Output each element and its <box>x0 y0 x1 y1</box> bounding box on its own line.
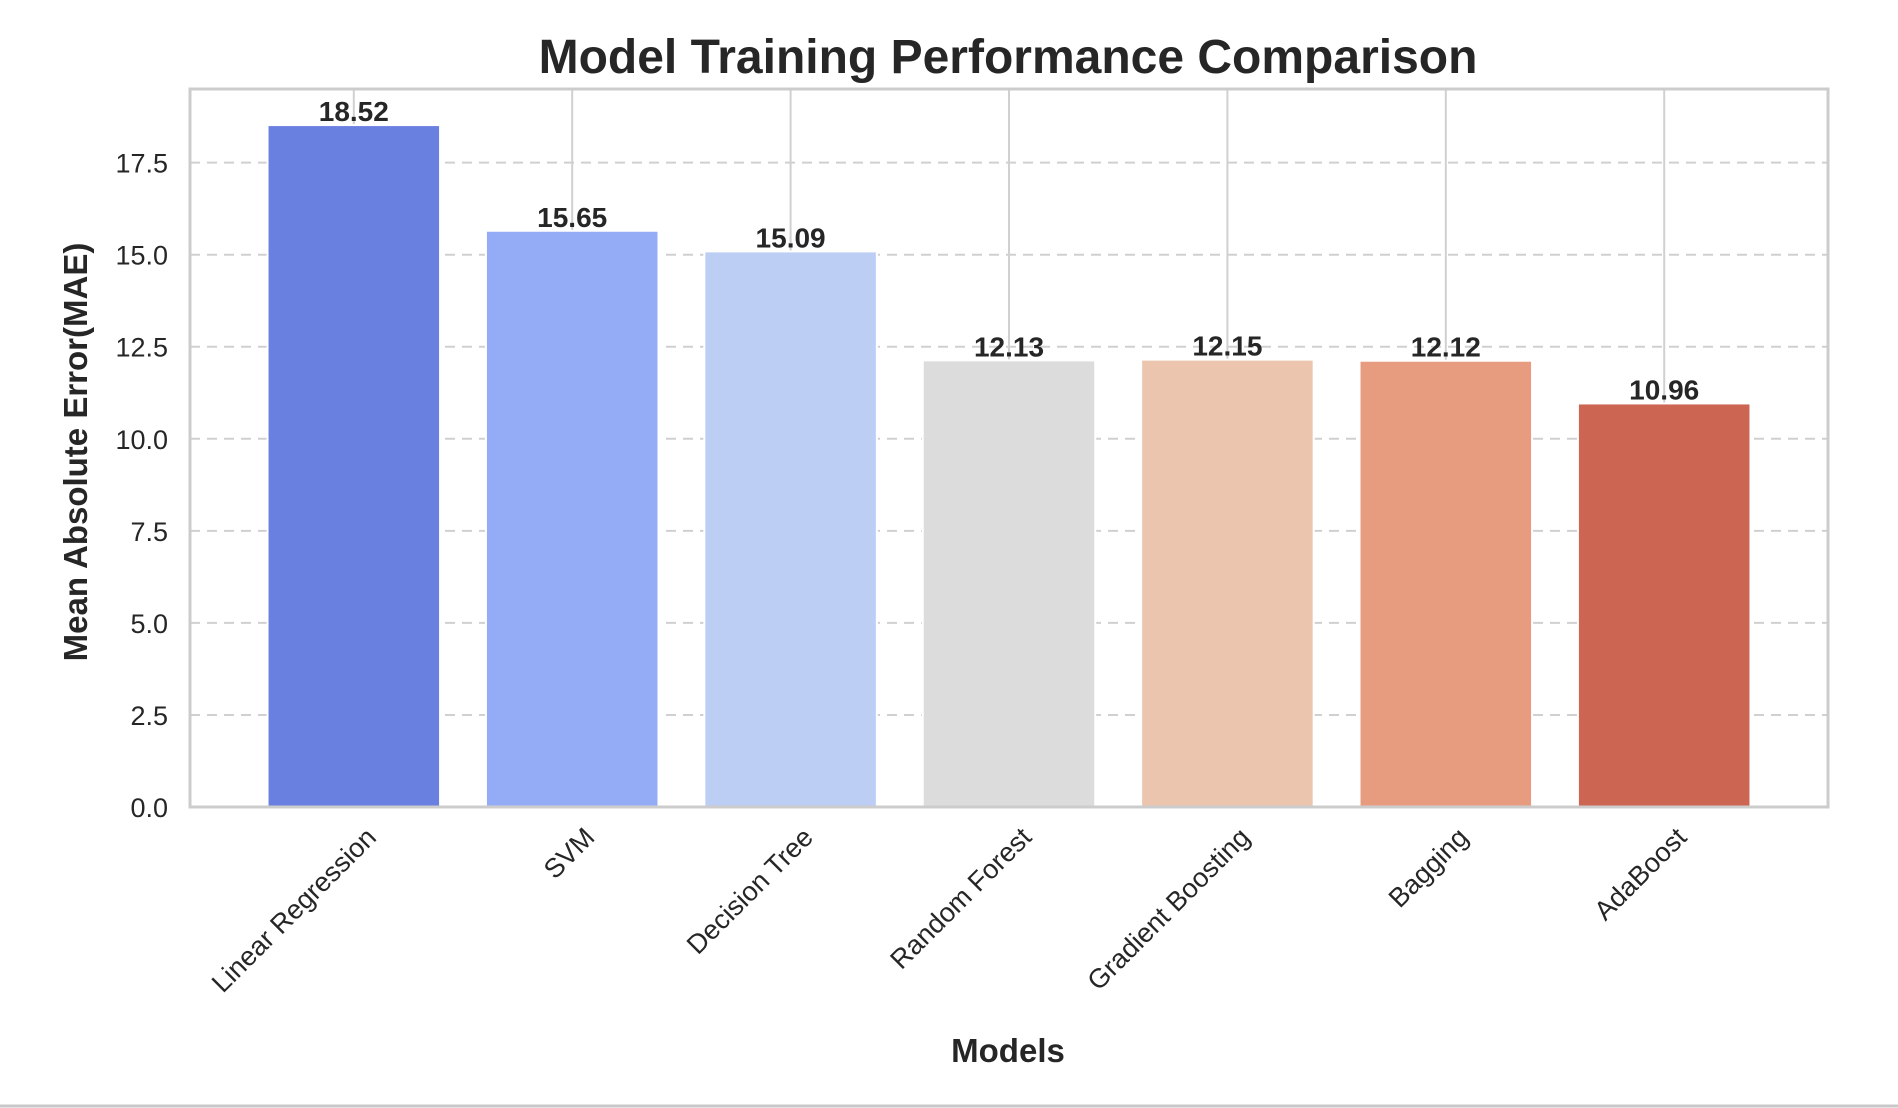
bar-value-label: 12.15 <box>1192 331 1262 362</box>
bar <box>266 124 442 808</box>
bar-value-label: 10.96 <box>1629 374 1699 405</box>
bar <box>703 250 878 808</box>
x-tick-label: SVM <box>538 822 601 885</box>
y-axis-ticks: 0.0 2.5 5.0 7.5 10.0 12.5 15.0 17.5 <box>115 149 168 823</box>
x-tick-label: Random Forest <box>884 822 1037 975</box>
bar-value-label: 15.09 <box>756 222 826 253</box>
y-tick-label: 15.0 <box>115 241 168 271</box>
bar-value-label: 15.65 <box>537 202 607 233</box>
bar <box>1576 402 1752 808</box>
y-tick-label: 5.0 <box>130 609 168 639</box>
y-tick-label: 10.0 <box>115 425 168 455</box>
plot-frame <box>188 87 1830 809</box>
bars <box>266 124 1752 808</box>
x-axis-ticks: Linear Regression SVM Decision Tree Random … <box>206 822 1693 999</box>
x-tick-label: AdaBoost <box>1588 822 1692 926</box>
bar-value-label: 18.52 <box>319 96 389 127</box>
bar <box>921 359 1097 808</box>
bar-value-label: 12.13 <box>974 331 1044 362</box>
bar <box>484 229 660 808</box>
y-axis-label: Mean Absolute Error(MAE) <box>57 243 94 662</box>
x-tick-label: Bagging <box>1383 822 1474 913</box>
x-tick-label: Decision Tree <box>681 822 819 960</box>
bar-value-label: 12.12 <box>1411 332 1481 363</box>
y-tick-label: 17.5 <box>115 149 168 179</box>
y-tick-label: 7.5 <box>130 517 168 547</box>
value-labels: 18.52 15.65 15.09 12.13 12.15 12.12 10.96 <box>319 96 1699 405</box>
x-tick-label: Linear Regression <box>206 822 382 998</box>
x-axis-label: Models <box>951 1032 1065 1069</box>
bar <box>1140 358 1315 808</box>
x-tick-label: Gradient Boosting <box>1082 822 1256 996</box>
y-tick-label: 2.5 <box>130 701 168 731</box>
chart-title: Model Training Performance Comparison <box>539 31 1478 84</box>
bar <box>1358 359 1534 808</box>
y-tick-label: 12.5 <box>115 333 168 363</box>
y-tick-label: 0.0 <box>130 793 168 823</box>
